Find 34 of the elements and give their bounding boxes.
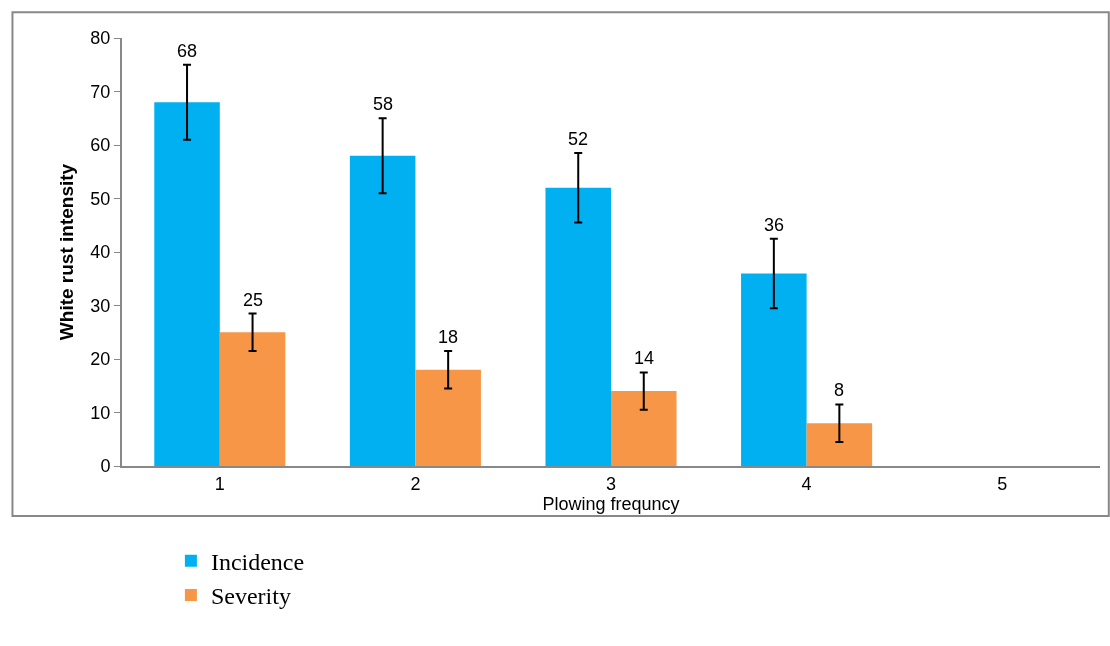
x-tick-label: 3 <box>605 473 617 494</box>
y-tick-label: 0 <box>100 456 111 477</box>
bar <box>219 332 286 466</box>
data-label: 68 <box>177 41 198 61</box>
data-label: 18 <box>438 327 459 347</box>
legend-label: Incidence <box>210 549 305 576</box>
bar <box>415 369 481 466</box>
x-tick-label: 2 <box>410 473 421 494</box>
data-label: 52 <box>568 129 589 149</box>
bar <box>611 391 677 466</box>
x-tick-label: 5 <box>997 473 1008 494</box>
y-tick-label: 50 <box>90 188 111 209</box>
y-tick-label: 70 <box>90 81 111 102</box>
y-tick-label: 40 <box>90 242 111 263</box>
bar <box>154 102 220 466</box>
bar <box>806 423 873 466</box>
x-tick-label: 4 <box>801 473 812 494</box>
y-tick-label: 30 <box>90 295 111 316</box>
bar <box>349 155 416 466</box>
y-axis-title: White rust intensity <box>56 163 77 341</box>
y-tick-label: 10 <box>90 402 111 423</box>
data-label: 36 <box>764 215 785 235</box>
data-label: 8 <box>834 380 845 400</box>
data-label: 58 <box>373 94 394 114</box>
x-tick-label: 1 <box>214 473 225 494</box>
y-tick-label: 60 <box>90 135 111 156</box>
bar <box>545 187 611 466</box>
x-axis-title: Plowing frequncy <box>542 493 680 514</box>
y-tick-label: 80 <box>90 28 111 49</box>
bar <box>741 273 807 466</box>
legend-label: Severity <box>210 583 291 610</box>
y-tick-label: 20 <box>90 349 111 370</box>
data-label: 14 <box>634 348 655 368</box>
data-label: 25 <box>243 290 264 310</box>
